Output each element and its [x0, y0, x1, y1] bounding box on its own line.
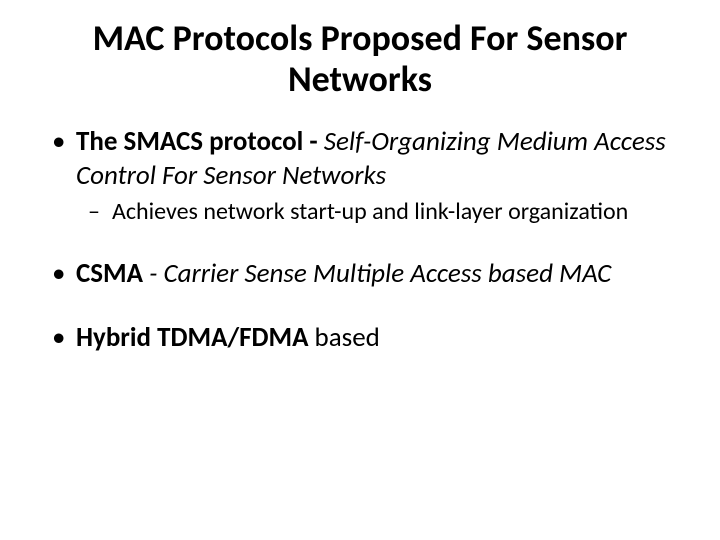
sub-bullet-item: Achieves network start-up and link-layer… — [76, 198, 672, 227]
bullet-plain: based — [308, 321, 379, 354]
bullet-bold: The SMACS protocol - — [76, 125, 318, 158]
sub-bullet-list: Achieves network start-up and link-layer… — [76, 198, 672, 227]
slide-title: MAC Protocols Proposed For Sensor Networ… — [48, 18, 672, 101]
bullet-italic: - Carrier Sense Multiple Access based MA… — [143, 257, 611, 290]
bullet-item-smacs: The SMACS protocol - Self-Organizing Med… — [48, 125, 672, 227]
bullet-item-csma: CSMA - Carrier Sense Multiple Access bas… — [48, 257, 672, 291]
title-line-2: Networks — [288, 57, 432, 101]
sub-bullet-text: Achieves network start-up and link-layer… — [112, 197, 628, 226]
slide: MAC Protocols Proposed For Sensor Networ… — [0, 0, 720, 540]
bullet-item-hybrid: Hybrid TDMA/FDMA based — [48, 321, 672, 355]
bullet-bold: Hybrid TDMA/FDMA — [76, 321, 308, 354]
title-line-1: MAC Protocols Proposed For Sensor — [93, 16, 628, 60]
bullet-bold: CSMA — [76, 257, 143, 290]
bullet-list: The SMACS protocol - Self-Organizing Med… — [48, 125, 672, 355]
